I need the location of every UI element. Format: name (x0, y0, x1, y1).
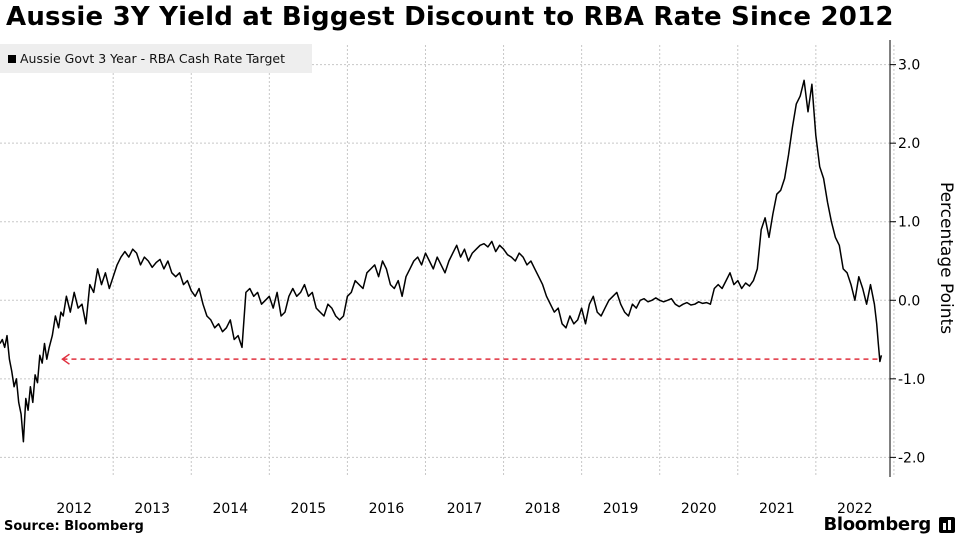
reference-arrowhead (61, 353, 70, 365)
y-tick-label: 1.0 (898, 215, 920, 231)
y-axis-label: Percentage Points (936, 181, 956, 335)
reference-layer (61, 353, 879, 365)
series-line-3y-minus-cash-rate (0, 79, 883, 443)
x-tick-label: 2021 (759, 501, 795, 517)
x-tick-label: 2017 (447, 501, 483, 517)
x-tick-label: 2022 (837, 501, 873, 517)
series-layer (0, 79, 883, 443)
x-tick-label: 2014 (212, 501, 248, 517)
x-tick-label: 2012 (56, 501, 92, 517)
x-tick-label: 2020 (681, 501, 717, 517)
x-tick-label: 2016 (369, 501, 405, 517)
legend-swatch (8, 54, 16, 63)
legend-label: Aussie Govt 3 Year - RBA Cash Rate Targe… (20, 51, 285, 66)
y-tick-label: -1.0 (898, 372, 925, 388)
y-tick-label: 0.0 (898, 293, 920, 309)
bloomberg-logo: Bloomberg (823, 514, 931, 535)
chart-title: Aussie 3Y Yield at Biggest Discount to R… (6, 2, 894, 32)
legend: Aussie Govt 3 Year - RBA Cash Rate Targe… (0, 44, 312, 73)
bloomberg-terminal-icon (939, 517, 955, 533)
source-note: Source: Bloomberg (4, 519, 144, 534)
y-tick-label: -2.0 (898, 450, 925, 466)
x-tick-label: 2015 (291, 501, 327, 517)
y-tick-label: 2.0 (898, 136, 920, 152)
x-tick-label: 2013 (134, 501, 170, 517)
x-tick-label: 2019 (603, 501, 639, 517)
axis-layer: 3.0 2.0 1.0 0.0 -1.0 -2.0 2012 2013 2014 2015 2016… (56, 40, 925, 517)
y-tick-label: 3.0 (898, 58, 920, 74)
x-tick-label: 2018 (525, 501, 561, 517)
grid-layer (0, 45, 895, 477)
